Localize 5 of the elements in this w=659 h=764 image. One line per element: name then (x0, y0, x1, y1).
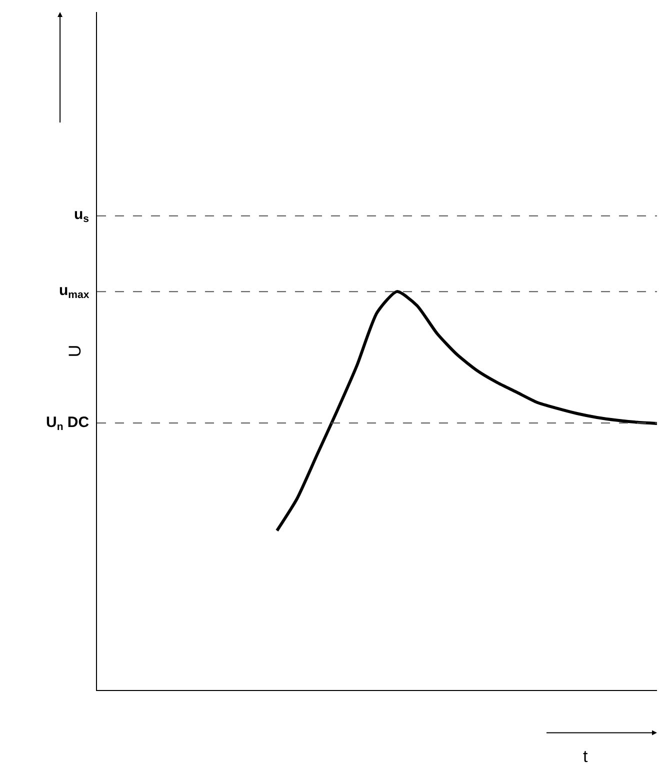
y-axis-title: U (66, 344, 85, 358)
ref-line-label: u$_{max}$ (59, 282, 90, 302)
x-axis-title: t (583, 747, 588, 764)
ref-line-label: U$_{n}$ DC (46, 414, 90, 434)
ref-line-label: u$_{s}$ (74, 206, 90, 226)
